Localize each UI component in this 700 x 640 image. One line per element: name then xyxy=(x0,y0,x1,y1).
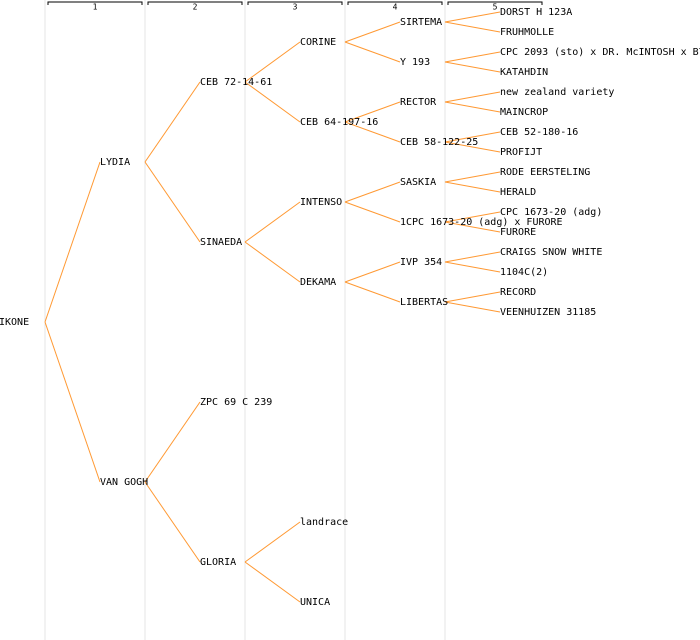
column-bracket xyxy=(247,1,343,5)
link xyxy=(344,201,401,223)
link xyxy=(444,251,501,263)
node-label: SIRTEMA xyxy=(400,17,442,28)
node-label: RECORD xyxy=(500,287,536,298)
node-label: IVP 354 xyxy=(400,257,442,268)
node-label: MAINCROP xyxy=(500,107,548,118)
column-header: 4 xyxy=(393,3,398,12)
link xyxy=(44,161,101,323)
link xyxy=(344,121,401,143)
node-label: 1104C(2) xyxy=(500,267,548,278)
link xyxy=(444,11,501,23)
link xyxy=(244,521,301,563)
link xyxy=(44,321,101,483)
node-label: INTENSO xyxy=(300,197,342,208)
node-label: PROFIJT xyxy=(500,147,542,158)
node-label: ZPC 69 C 239 xyxy=(200,397,272,408)
link xyxy=(444,21,501,33)
column-bracket xyxy=(147,1,243,5)
link xyxy=(444,171,501,183)
column-header: 3 xyxy=(293,3,298,12)
node-label: HERALD xyxy=(500,187,536,198)
node-label: CORINE xyxy=(300,37,336,48)
column-header: 1 xyxy=(93,3,98,12)
node-label: RECTOR xyxy=(400,97,437,108)
nodes: IKONE LYDIA CEB 72-14-61 CORINE SIRTEMA DORST… xyxy=(0,7,700,608)
link xyxy=(444,141,501,153)
node-label: FURORE xyxy=(500,227,536,238)
link xyxy=(244,241,301,283)
node-label: GLORIA xyxy=(200,557,236,568)
link xyxy=(344,181,401,203)
node-label: Y 193 xyxy=(400,57,430,68)
link xyxy=(244,561,301,603)
link xyxy=(444,221,501,233)
node-label: CEB 58-122-25 xyxy=(400,137,478,148)
link xyxy=(444,301,501,313)
links xyxy=(44,11,501,603)
node-label: LYDIA xyxy=(100,157,130,168)
link xyxy=(444,101,501,113)
node-label: SASKIA xyxy=(400,177,436,188)
node-label: KATAHDIN xyxy=(500,67,548,78)
link xyxy=(144,161,201,243)
link xyxy=(344,281,401,303)
link xyxy=(144,401,201,483)
link xyxy=(444,51,501,63)
node-label: CPC 1673-20 (adg) xyxy=(500,207,602,218)
node-label: SINAEDA xyxy=(200,237,242,248)
node-label: CPC 2093 (sto) x DR. McINTOSH x B7 xyxy=(500,47,700,58)
column-bracket xyxy=(447,1,543,5)
node-label: CEB 52-180-16 xyxy=(500,127,578,138)
link xyxy=(144,481,201,563)
link xyxy=(244,201,301,243)
node-label: RODE EERSTELING xyxy=(500,167,590,178)
link xyxy=(144,81,201,163)
link xyxy=(344,261,401,283)
node-label: DORST H 123A xyxy=(500,7,572,18)
link xyxy=(344,101,401,123)
node-label: CEB 64-197-16 xyxy=(300,117,378,128)
node-label: LIBERTAS xyxy=(400,297,448,308)
link xyxy=(444,261,501,273)
link xyxy=(344,41,401,63)
node-label: 1CPC 1673-20 (adg) x FURORE xyxy=(400,217,563,228)
node-label: new zealand variety xyxy=(500,87,614,98)
columns: 1 2 3 4 5 xyxy=(44,0,543,640)
node-label: CRAIGS SNOW WHITE xyxy=(500,247,602,258)
link xyxy=(344,21,401,43)
node-label: UNICA xyxy=(300,597,330,608)
link xyxy=(444,291,501,303)
column-header: 5 xyxy=(493,3,498,12)
link xyxy=(444,61,501,73)
node-label: FRUHMOLLE xyxy=(500,27,554,38)
link xyxy=(444,91,501,103)
column-bracket xyxy=(347,1,443,5)
link xyxy=(444,211,501,223)
column-header: 2 xyxy=(193,3,198,12)
link xyxy=(444,181,501,193)
link xyxy=(444,131,501,143)
column-bracket xyxy=(47,1,143,5)
node-label: landrace xyxy=(300,517,348,528)
link xyxy=(244,41,301,83)
node-label: IKONE xyxy=(0,317,29,328)
node-label: DEKAMA xyxy=(300,277,336,288)
node-label: CEB 72-14-61 xyxy=(200,77,272,88)
link xyxy=(244,81,301,123)
node-label: VAN GOGH xyxy=(100,477,148,488)
node-label: VEENHUIZEN 31185 xyxy=(500,307,596,318)
